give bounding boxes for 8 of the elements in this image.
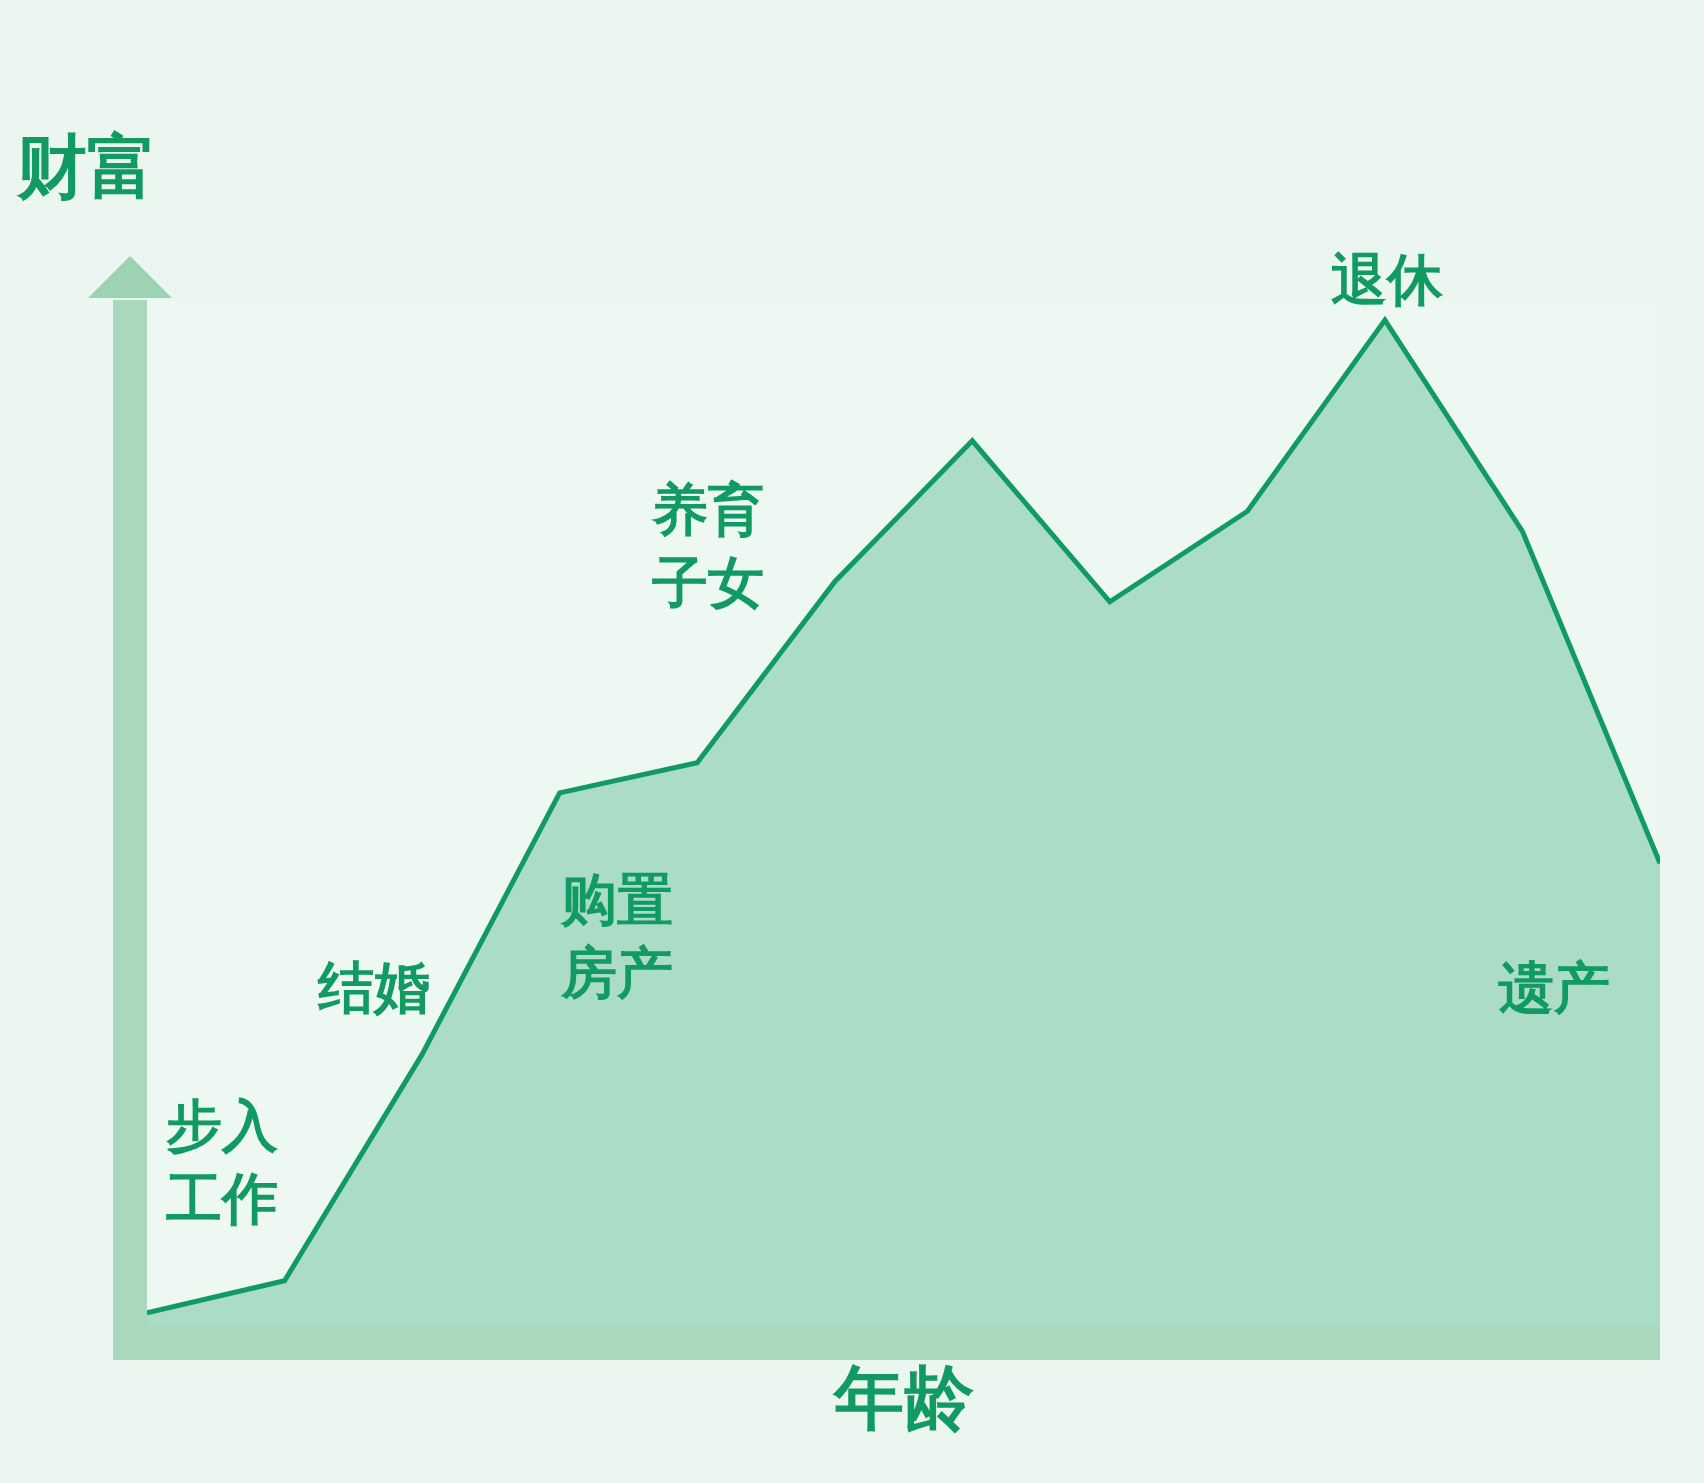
- x-axis-title: 年龄: [831, 1357, 974, 1439]
- annotation: 结婚: [317, 955, 430, 1020]
- annotation: 养育子女: [650, 477, 764, 615]
- annotation: 步入工作: [166, 1093, 279, 1231]
- text: 退休: [1331, 247, 1444, 312]
- annotation: 购置房产: [560, 867, 673, 1005]
- y-axis-title: 财富: [16, 126, 157, 208]
- annotation: 遗产: [1498, 955, 1610, 1020]
